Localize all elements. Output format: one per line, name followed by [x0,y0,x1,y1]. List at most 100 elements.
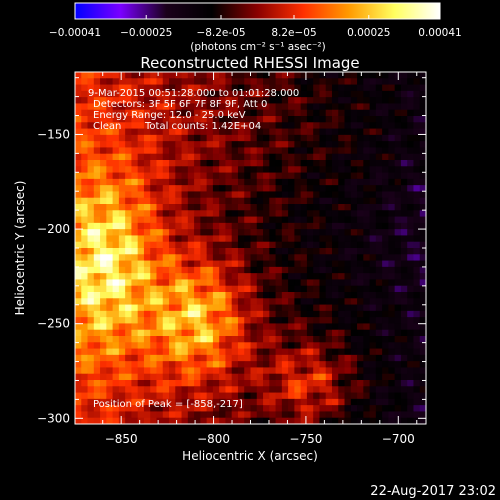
heatmap-cell [369,172,377,180]
heatmap-cell [413,279,421,287]
heatmap-cell [181,72,189,79]
x-axis-label: Heliocentric X (arcsec) [182,449,318,463]
heatmap-cell [131,386,139,393]
heatmap-cell [100,361,107,368]
heatmap-cell [150,279,157,287]
heatmap-cell [407,160,414,167]
heatmap-cell [181,78,189,85]
heatmap-cell [357,235,364,243]
heatmap-cell [407,204,414,211]
heatmap-cell [369,317,377,324]
heatmap-cell [169,78,176,85]
heatmap-cell [112,354,120,362]
heatmap-cell [194,354,201,362]
heatmap-cell [313,310,320,318]
heatmap-cell [369,134,377,142]
heatmap-cell [319,241,327,249]
heatmap-cell [294,204,302,211]
heatmap-cell [81,292,88,299]
heatmap-cell [150,317,157,324]
heatmap-cell [331,336,339,343]
heatmap-cell [81,235,88,243]
heatmap-cell [275,204,283,211]
annotation-time: 9-Mar-2015 00:51:28.000 to 01:01:28.000 [88,88,299,99]
heatmap-cell [131,197,139,205]
heatmap-cell [194,160,201,167]
heatmap-cell [87,254,95,261]
heatmap-cell [300,342,308,349]
heatmap-cell [93,298,101,305]
heatmap-cell [338,197,345,205]
heatmap-cell [275,97,283,104]
heatmap-cell [219,298,226,305]
heatmap-cell [300,147,308,155]
heatmap-cell [388,342,396,349]
heatmap-cell [281,310,289,318]
heatmap-cell [350,134,358,142]
heatmap-cell [181,153,189,161]
heatmap-cell [269,229,276,236]
heatmap-cell [294,392,302,400]
heatmap-cell [106,292,114,299]
heatmap-cell [106,254,114,261]
heatmap-cell [306,197,314,205]
heatmap-cell [75,235,82,243]
heatmap-cell [313,178,320,186]
heatmap-cell [81,310,88,318]
heatmap-cell [125,141,132,148]
heatmap-cell [331,386,339,393]
heatmap-cell [294,292,302,299]
heatmap-cell [313,116,320,123]
heatmap-cell [106,398,114,406]
heatmap-cell [375,411,383,419]
heatmap-cell [200,292,208,299]
heatmap-cell [256,367,264,375]
heatmap-cell [194,380,201,387]
heatmap-cell [125,90,132,98]
heatmap-cell [181,260,189,268]
heatmap-cell [212,348,220,356]
heatmap-cell [156,128,164,136]
heatmap-cell [106,405,114,412]
heatmap-cell [169,304,176,312]
heatmap-cell [344,361,352,368]
heatmap-cell [175,78,182,85]
heatmap-cell [244,229,251,236]
heatmap-cell [162,380,170,387]
heatmap-cell [250,172,258,180]
heatmap-cell [244,147,251,155]
heatmap-cell [363,128,370,136]
heatmap-cell [306,229,314,236]
heatmap-cell [288,216,295,224]
heatmap-cell [81,405,88,412]
heatmap-cell [93,317,101,324]
heatmap-cell [175,90,182,98]
colorbar-tick-label: −0.00025 [120,27,172,39]
heatmap-cell [81,241,88,249]
heatmap-cell [325,90,333,98]
heatmap-cell [382,329,389,337]
heatmap-cell [250,405,258,412]
heatmap-cell [313,398,320,406]
heatmap-cell [75,336,82,343]
heatmap-cell [206,229,214,236]
heatmap-cell [131,172,139,180]
heatmap-cell [319,84,327,92]
heatmap-cell [181,373,189,381]
heatmap-cell [331,285,339,293]
heatmap-cell [263,323,270,331]
heatmap-cell [194,310,201,318]
heatmap-cell [319,90,327,98]
heatmap-cell [175,84,182,92]
heatmap-cell [225,141,233,148]
heatmap-cell [369,310,377,318]
heatmap-cell [369,78,377,85]
heatmap-cell [294,373,302,381]
heatmap-cell [93,97,101,104]
heatmap-cell [407,392,414,400]
heatmap-cell [281,398,289,406]
heatmap-cell [250,336,258,343]
heatmap-cell [93,128,101,136]
heatmap-cell [313,373,320,381]
heatmap-cell [206,354,214,362]
